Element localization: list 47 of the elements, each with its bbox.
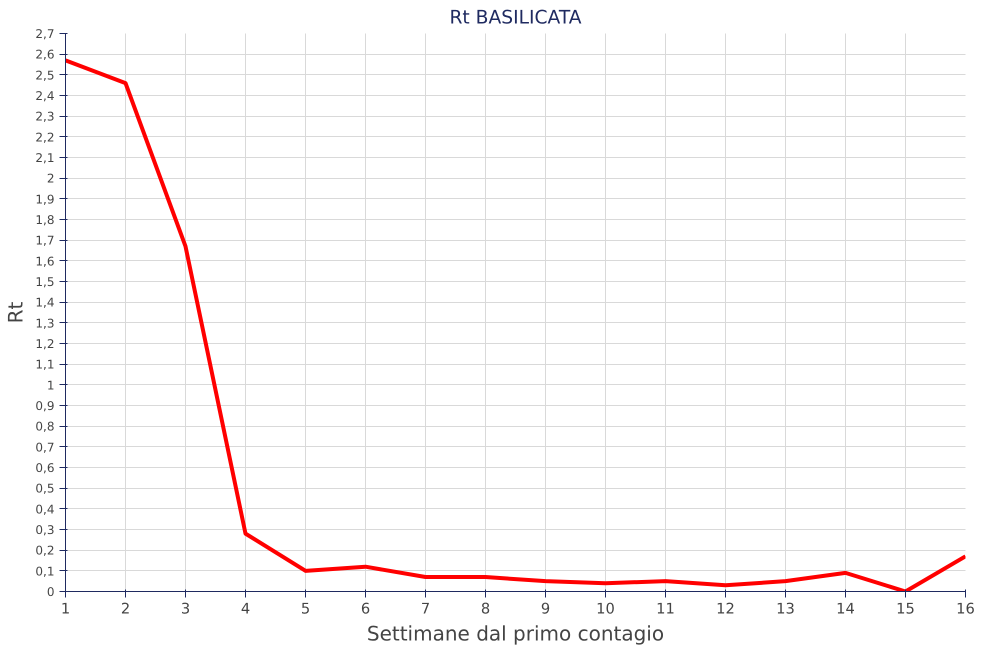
x-tick-label: 2 [120, 600, 130, 618]
y-tick-label: 2,6 [35, 48, 55, 62]
y-tick-label: 2,3 [35, 110, 55, 124]
y-tick-label: 1,8 [35, 213, 55, 227]
x-tick-label: 13 [776, 600, 795, 618]
y-tick-label: 2,1 [35, 151, 55, 165]
y-tick-label: 1,4 [35, 296, 55, 310]
y-tick-label: 2 [46, 172, 55, 186]
y-tick-label: 0 [46, 585, 55, 599]
x-tick-label: 16 [956, 600, 975, 618]
y-tick-label: 1,7 [35, 234, 55, 248]
y-tick-label: 0,6 [35, 461, 55, 475]
y-tick-label: 2,4 [35, 89, 55, 103]
y-tick-label: 0,1 [35, 564, 55, 578]
y-tick-label: 1,9 [35, 192, 55, 206]
x-tick-label: 8 [480, 600, 490, 618]
x-tick-label: 5 [300, 600, 310, 618]
y-tick-label: 0,5 [35, 482, 55, 496]
y-axis-title: Rt [3, 301, 28, 324]
y-tick-label: 0,2 [35, 544, 55, 558]
x-axis-title: Settimane dal primo contagio [366, 622, 664, 646]
x-tick-label: 1 [60, 600, 70, 618]
x-tick-label: 3 [180, 600, 190, 618]
y-tick-label: 1,5 [35, 275, 55, 289]
x-tick-label: 12 [716, 600, 735, 618]
x-tick-label: 11 [656, 600, 675, 618]
y-tick-label: 2,2 [35, 130, 55, 144]
x-tick-label: 4 [240, 600, 250, 618]
y-tick-label: 1,1 [35, 358, 55, 372]
y-tick-label: 0,7 [35, 440, 55, 454]
y-tick-label: 1 [46, 378, 55, 392]
x-tick-label: 10 [596, 600, 615, 618]
y-tick-label: 0,4 [35, 502, 55, 516]
y-tick-label: 1,3 [35, 316, 55, 330]
y-tick-label: 0,9 [35, 399, 55, 413]
x-tick-label: 7 [420, 600, 430, 618]
y-tick-label: 2,5 [35, 68, 55, 82]
x-tick-label: 6 [360, 600, 370, 618]
chart-title: Rt BASILICATA [449, 8, 582, 28]
y-tick-label: 2,7 [35, 27, 55, 41]
y-tick-label: 1,6 [35, 254, 55, 268]
x-tick-label: 15 [896, 600, 915, 618]
x-tick-label: 9 [540, 600, 550, 618]
x-tick-label: 14 [836, 600, 855, 618]
y-tick-label: 0,3 [35, 523, 55, 537]
y-tick-label: 1,2 [35, 337, 55, 351]
y-tick-label: 0,8 [35, 420, 55, 434]
